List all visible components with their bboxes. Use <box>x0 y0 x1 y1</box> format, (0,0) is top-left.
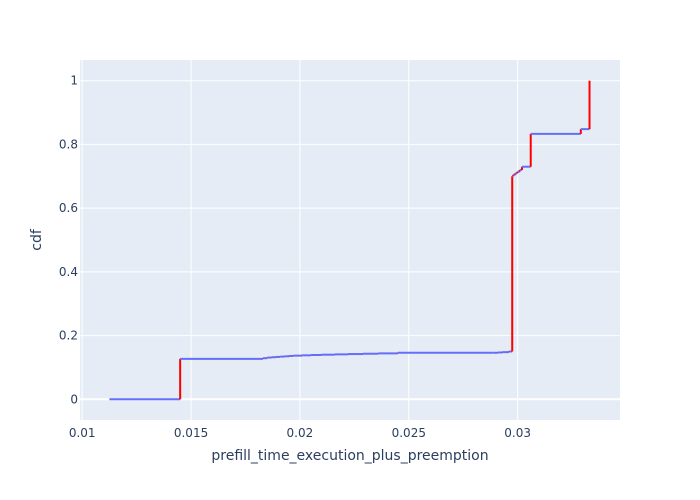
x-tick-label: 0.015 <box>174 426 208 440</box>
x-tick-label: 0.03 <box>504 426 531 440</box>
x-tick-label: 0.025 <box>392 426 426 440</box>
y-tick-label: 0.4 <box>59 265 78 279</box>
y-tick-label: 0.6 <box>59 201 78 215</box>
x-tick-label: 0.01 <box>69 426 96 440</box>
plot-background <box>80 60 620 420</box>
y-axis-title: cdf <box>29 228 45 251</box>
y-tick-label: 0 <box>70 392 78 406</box>
cdf-series <box>109 80 591 401</box>
y-tick-label: 1 <box>70 74 78 88</box>
y-tick-label: 0.8 <box>59 137 78 151</box>
x-tick-label: 0.02 <box>287 426 314 440</box>
y-tick-label: 0.2 <box>59 329 78 343</box>
x-axis-title: prefill_time_execution_plus_preemption <box>211 448 488 464</box>
